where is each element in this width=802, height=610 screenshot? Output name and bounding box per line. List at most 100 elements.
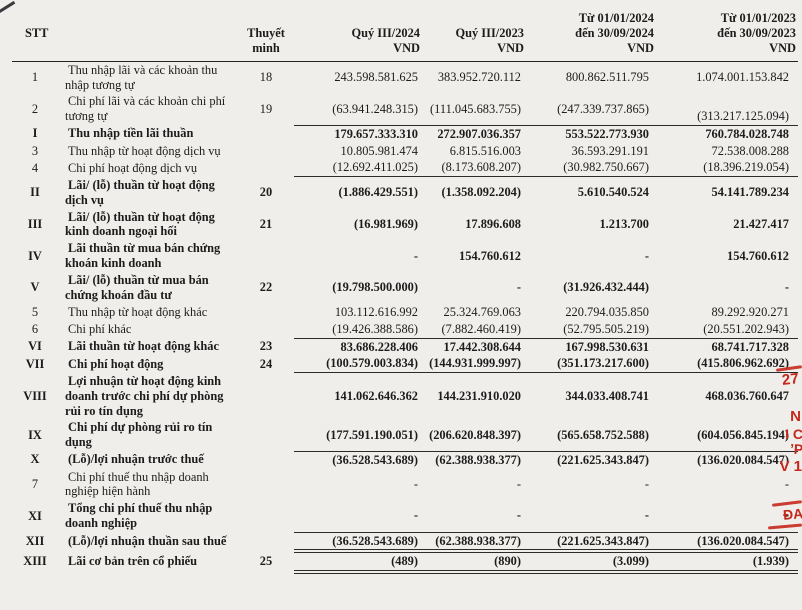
- row-amount: (100.579.003.834): [294, 355, 422, 374]
- row-amount: 10.805.981.474: [340, 143, 418, 158]
- row-amount: 800.862.511.795: [565, 70, 649, 85]
- row-note-ref: [238, 451, 294, 468]
- row-index: IX: [28, 427, 42, 442]
- row-amount: 468.036.760.647: [705, 388, 789, 403]
- row-index: 7: [31, 476, 39, 491]
- row-amount: 220.794.035.850: [565, 304, 649, 319]
- row-amount: (415.806.962.692): [656, 355, 798, 374]
- row-amount: (62.388.938.377): [435, 452, 521, 467]
- column-header-line: VND: [497, 40, 524, 55]
- row-amount: 89.292.920.271: [711, 304, 789, 319]
- row-amount: 1.074.001.153.842: [696, 70, 789, 85]
- row-label: Chi phí dự phòng rủi ro tín dụng: [65, 420, 213, 450]
- row-amount: (1.358.092.204): [441, 185, 522, 200]
- row-index: VIII: [23, 388, 47, 403]
- row-amount: (7.882.460.419): [422, 320, 526, 339]
- row-amount: (18.396.219.054): [656, 159, 798, 178]
- row-amount: (19.798.500.000): [332, 280, 418, 295]
- row-amount: -: [526, 500, 656, 533]
- row-amount: (20.551.202.943): [656, 320, 798, 339]
- row-amount: (16.981.969): [353, 216, 418, 231]
- row-amount: (136.020.084.547): [656, 532, 798, 554]
- row-amount: 344.033.408.741: [565, 388, 649, 403]
- row-amount: 167.998.530.631: [565, 339, 649, 354]
- row-amount: 243.598.581.625: [334, 70, 418, 85]
- row-amount: -: [413, 248, 418, 263]
- row-index: XI: [28, 508, 42, 523]
- row-amount: (63.941.248.315): [294, 93, 422, 126]
- row-note-ref: 20: [259, 185, 273, 200]
- column-header-line: VND: [393, 40, 420, 55]
- column-header-line: Thuyết: [247, 25, 285, 40]
- row-note-ref: 25: [259, 554, 273, 569]
- header-row: STT Thuyết minh Quý III/2024 VND Quý III/2023…: [12, 4, 798, 62]
- table-row-III: III Lãi/ (lỗ) thuần từ hoạt động kinh doa…: [12, 209, 798, 241]
- row-amount: (31.926.432.444): [563, 280, 649, 295]
- row-label: Lãi thuần từ mua bán chứng khoán kinh do…: [65, 241, 221, 271]
- row-amount: 154.760.612: [459, 248, 521, 263]
- column-header-line: VND: [769, 40, 796, 55]
- row-amount: (221.625.343.847): [526, 532, 656, 554]
- column-header-note: Thuyết minh: [238, 4, 294, 62]
- row-index: XIII: [23, 554, 47, 569]
- table-row-4: 4 Chi phí hoạt động dịch vụ (12.692.411.02…: [12, 159, 798, 178]
- row-amount: (351.173.217.600): [526, 355, 656, 374]
- row-index: III: [27, 216, 43, 231]
- row-note-ref: [238, 419, 294, 451]
- row-label: Lãi cơ bản trên cổ phiếu: [68, 554, 198, 569]
- row-amount: (604.056.845.194): [656, 419, 798, 452]
- row-amount: 383.952.720.112: [437, 70, 521, 85]
- row-amount: (52.795.505.219): [526, 320, 656, 339]
- row-amount: 1.213.700: [599, 216, 649, 231]
- row-amount: (19.426.388.586): [294, 320, 422, 339]
- row-amount: 21.427.417: [733, 216, 789, 231]
- row-amount: -: [516, 476, 521, 491]
- table-row-XI: XI Tổng chi phí thuế thu nhập doanh nghiệ…: [12, 500, 798, 533]
- column-header-line: VND: [627, 40, 654, 55]
- row-index: 2: [31, 101, 39, 116]
- row-note-ref: [238, 500, 294, 532]
- table-row-XIII: XIII Lãi cơ bản trên cổ phiếu 25 (489) (890)…: [12, 551, 798, 575]
- row-amount: -: [294, 500, 422, 533]
- table-header: STT Thuyết minh Quý III/2024 VND Quý III/2023…: [12, 4, 798, 62]
- row-amount: (313.217.125.094): [656, 100, 798, 133]
- row-amount: (36.528.543.689): [332, 452, 418, 467]
- table-row-VIII: VIII Lợi nhuận từ hoạt động kinh doanh tr…: [12, 373, 798, 420]
- row-amount: 54.141.789.234: [711, 185, 789, 200]
- table-row-X: X (Lỗ)/lợi nhuận trước thuế (36.528.543.68…: [12, 451, 798, 468]
- row-amount: 25.324.769.063: [443, 304, 521, 319]
- row-amount: (221.625.343.847): [557, 452, 649, 467]
- row-note-ref: 19: [259, 101, 273, 116]
- row-amount: -: [422, 500, 526, 533]
- row-amount: 179.657.333.310: [334, 126, 418, 141]
- row-amount: -: [784, 476, 789, 491]
- row-amount: -: [644, 248, 649, 263]
- row-index: V: [30, 280, 40, 295]
- row-index: VII: [25, 356, 45, 371]
- column-header-stt: STT: [12, 4, 58, 62]
- row-note-ref: [238, 321, 294, 338]
- row-label: (Lỗ)/lợi nhuận trước thuế: [68, 452, 204, 467]
- row-label: Lãi/ (lỗ) thuần từ hoạt động kinh doanh …: [65, 209, 215, 239]
- table-row-7: 7 Chi phí thuế thu nhập doanh nghiệp hiện…: [12, 469, 798, 501]
- row-note-ref: [238, 125, 294, 142]
- row-amount: 141.062.646.362: [334, 388, 418, 403]
- row-amount: 5.610.540.524: [577, 185, 649, 200]
- row-amount: -: [784, 280, 789, 295]
- row-label: Thu nhập tiền lãi thuần: [68, 126, 194, 141]
- column-header-desc: [58, 4, 238, 62]
- column-header-line: minh: [252, 40, 280, 55]
- table-row-VI: VI Lãi thuần từ hoạt động khác 23 83.686.22…: [12, 338, 798, 355]
- row-amount: (12.692.411.025): [294, 159, 422, 178]
- row-note-ref: 24: [259, 356, 273, 371]
- table-row-3: 3 Thu nhập từ hoạt động dịch vụ 10.805.981…: [12, 143, 798, 160]
- row-amount: 154.760.612: [727, 248, 789, 263]
- row-amount: (30.982.750.667): [526, 159, 656, 178]
- row-amount: (1.939): [656, 551, 798, 575]
- row-amount: (62.388.938.377): [422, 532, 526, 554]
- row-note-ref: [238, 240, 294, 272]
- column-header-line: Từ 01/01/2023: [720, 11, 796, 25]
- row-amount: 68.741.717.328: [711, 339, 789, 354]
- row-label: (Lỗ)/lợi nhuận thuần sau thuế: [68, 534, 227, 549]
- row-index: 4: [31, 160, 39, 175]
